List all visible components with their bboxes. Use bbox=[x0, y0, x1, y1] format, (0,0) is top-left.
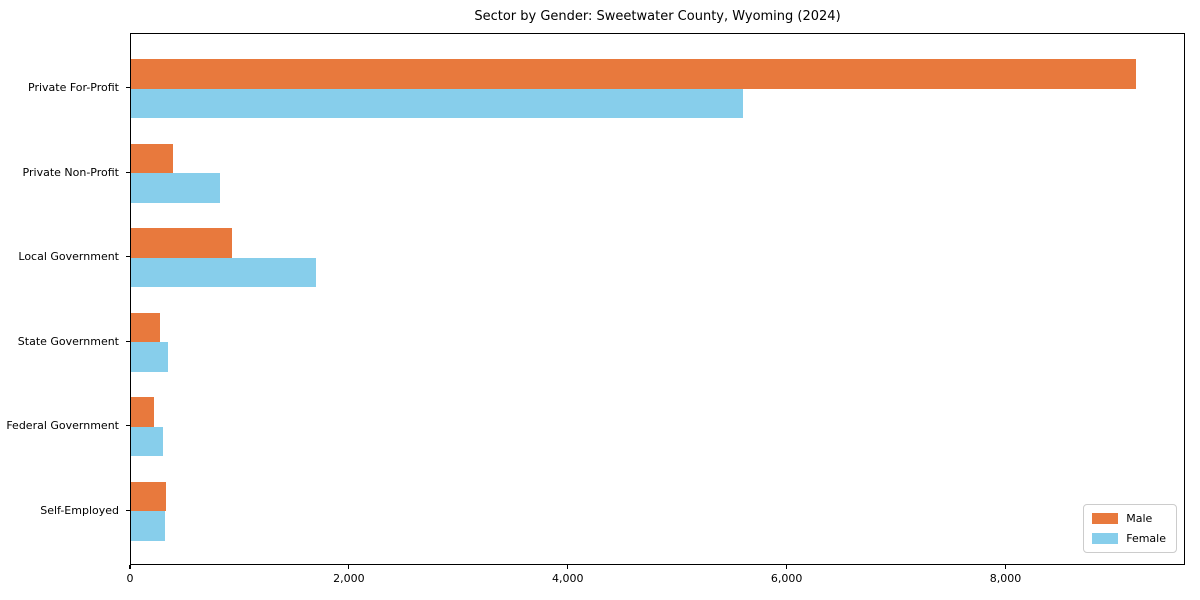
y-axis-label: Private For-Profit bbox=[28, 81, 119, 95]
y-tick bbox=[126, 87, 130, 89]
y-tick bbox=[126, 256, 130, 258]
x-axis-label: 6,000 bbox=[770, 572, 803, 585]
bar-female-state-government bbox=[131, 342, 169, 372]
bar-female-private-for-profit bbox=[131, 88, 743, 119]
y-axis-label: Self-Employed bbox=[40, 503, 119, 517]
bar-female-federal-government bbox=[131, 426, 163, 457]
legend-swatch-male bbox=[1092, 513, 1119, 524]
y-tick bbox=[126, 171, 130, 173]
x-tick bbox=[348, 565, 350, 569]
bar-female-self-employed bbox=[131, 511, 166, 541]
bar-male-local-government bbox=[131, 228, 232, 258]
bar-male-private-non-profit bbox=[131, 143, 173, 174]
x-tick bbox=[786, 565, 788, 569]
legend: Male Female bbox=[1083, 504, 1177, 553]
chart-title: Sector by Gender: Sweetwater County, Wyo… bbox=[474, 9, 841, 24]
x-axis-label: 8,000 bbox=[989, 572, 1022, 585]
x-axis-label: 0 bbox=[126, 572, 134, 585]
bar-female-private-non-profit bbox=[131, 173, 221, 203]
x-tick bbox=[567, 565, 569, 569]
bar-male-self-employed bbox=[131, 481, 167, 512]
x-tick bbox=[1004, 565, 1007, 569]
bar-male-private-for-profit bbox=[131, 59, 1136, 89]
x-axis-label: 2,000 bbox=[333, 572, 365, 585]
y-axis-label: State Government bbox=[17, 334, 119, 348]
y-tick bbox=[126, 425, 130, 427]
legend-swatch-female bbox=[1092, 533, 1119, 544]
y-tick bbox=[126, 340, 130, 342]
legend-entry-female: Female bbox=[1092, 532, 1166, 545]
legend-label-female: Female bbox=[1126, 532, 1166, 545]
x-axis-label: 4,000 bbox=[552, 572, 584, 585]
bar-female-local-government bbox=[131, 257, 316, 288]
y-tick bbox=[126, 509, 130, 511]
legend-label-male: Male bbox=[1126, 512, 1153, 525]
legend-entry-male: Male bbox=[1092, 512, 1166, 525]
bar-male-federal-government bbox=[131, 397, 154, 427]
bar-male-state-government bbox=[131, 312, 160, 343]
y-axis-label: Local Government bbox=[18, 250, 119, 264]
y-axis-label: Private Non-Profit bbox=[22, 165, 119, 179]
x-tick bbox=[129, 565, 131, 569]
y-axis-label: Federal Government bbox=[6, 419, 119, 433]
plot-area: Male Female bbox=[130, 33, 1185, 565]
